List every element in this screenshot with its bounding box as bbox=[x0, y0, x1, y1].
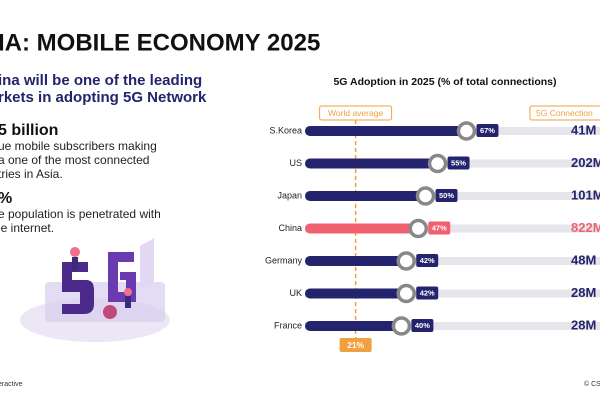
value-label: 40% bbox=[415, 321, 430, 330]
category-label: Japan bbox=[277, 190, 302, 200]
bar-end-marker bbox=[396, 283, 416, 304]
value-label: 42% bbox=[420, 256, 435, 265]
value-label-box bbox=[411, 319, 434, 332]
bar-end-marker bbox=[396, 251, 416, 271]
bar bbox=[305, 126, 467, 136]
page-title: IA: MOBILE ECONOMY 2025 bbox=[0, 29, 320, 56]
chart-title: 5G Adoption in 2025 (% of total connecti… bbox=[333, 76, 556, 88]
value-label: 50% bbox=[439, 191, 454, 200]
world-average-value-box bbox=[339, 338, 372, 352]
bar bbox=[305, 256, 407, 266]
category-label: China bbox=[278, 223, 302, 233]
subtitle-line: ina will be one of the leading bbox=[0, 72, 202, 89]
bar-track bbox=[305, 257, 600, 265]
footer-left: eractive bbox=[0, 381, 23, 388]
bar bbox=[305, 191, 426, 201]
stat-text: ue mobile subscribers making bbox=[0, 139, 157, 153]
bar bbox=[305, 158, 438, 169]
world-average-label: World average bbox=[328, 108, 383, 118]
connections-value: 202M bbox=[571, 155, 600, 170]
illustration bbox=[20, 238, 170, 342]
stat-headline: 5 billion bbox=[0, 122, 58, 139]
value-label: 67% bbox=[480, 126, 495, 135]
stat-text: tries in Asia. bbox=[0, 167, 63, 181]
footer-right: © CSI bbox=[584, 380, 600, 388]
connections-header-box bbox=[529, 105, 600, 121]
connections-value: 28M bbox=[571, 317, 596, 332]
connections-value: 822M bbox=[571, 220, 600, 235]
category-label: US bbox=[289, 158, 302, 168]
world-average-value: 21% bbox=[347, 340, 364, 350]
value-label-box bbox=[428, 221, 451, 235]
stat-text: e population is penetrated with bbox=[0, 207, 161, 221]
category-label: France bbox=[274, 320, 302, 330]
category-label: UK bbox=[289, 288, 302, 298]
value-label: 42% bbox=[420, 288, 435, 297]
connections-value: 41M bbox=[571, 122, 596, 137]
bar-end-marker bbox=[415, 186, 436, 206]
value-label-box bbox=[476, 124, 499, 137]
bar-end-marker bbox=[391, 316, 412, 336]
value-label-box bbox=[435, 189, 458, 202]
bar-end-marker bbox=[408, 218, 429, 239]
value-label: 47% bbox=[432, 223, 447, 232]
stat-headline: % bbox=[0, 190, 12, 207]
bar-track bbox=[305, 322, 600, 330]
bar-track bbox=[305, 224, 600, 233]
value-label: 55% bbox=[451, 158, 466, 167]
bar bbox=[305, 321, 402, 331]
bar-end-marker bbox=[456, 121, 477, 141]
stat-text: le internet. bbox=[0, 221, 54, 235]
connections-value: 28M bbox=[571, 285, 596, 300]
bar-track bbox=[305, 289, 600, 298]
value-label-box bbox=[447, 156, 470, 170]
world-average-box bbox=[319, 105, 393, 121]
bar bbox=[305, 223, 419, 234]
subtitle-line: rkets in adopting 5G Network bbox=[0, 89, 207, 106]
connections-value: 48M bbox=[571, 252, 596, 267]
value-label-box bbox=[416, 286, 439, 300]
connections-header: 5G Connection bbox=[536, 108, 593, 118]
bar bbox=[305, 288, 407, 299]
category-label: Germany bbox=[265, 255, 303, 265]
bar-end-marker bbox=[427, 153, 448, 174]
connections-value: 101M bbox=[571, 187, 600, 202]
value-label-box bbox=[416, 254, 439, 267]
stat-text: a one of the most connected bbox=[0, 153, 149, 167]
category-label: S.Korea bbox=[269, 125, 302, 135]
